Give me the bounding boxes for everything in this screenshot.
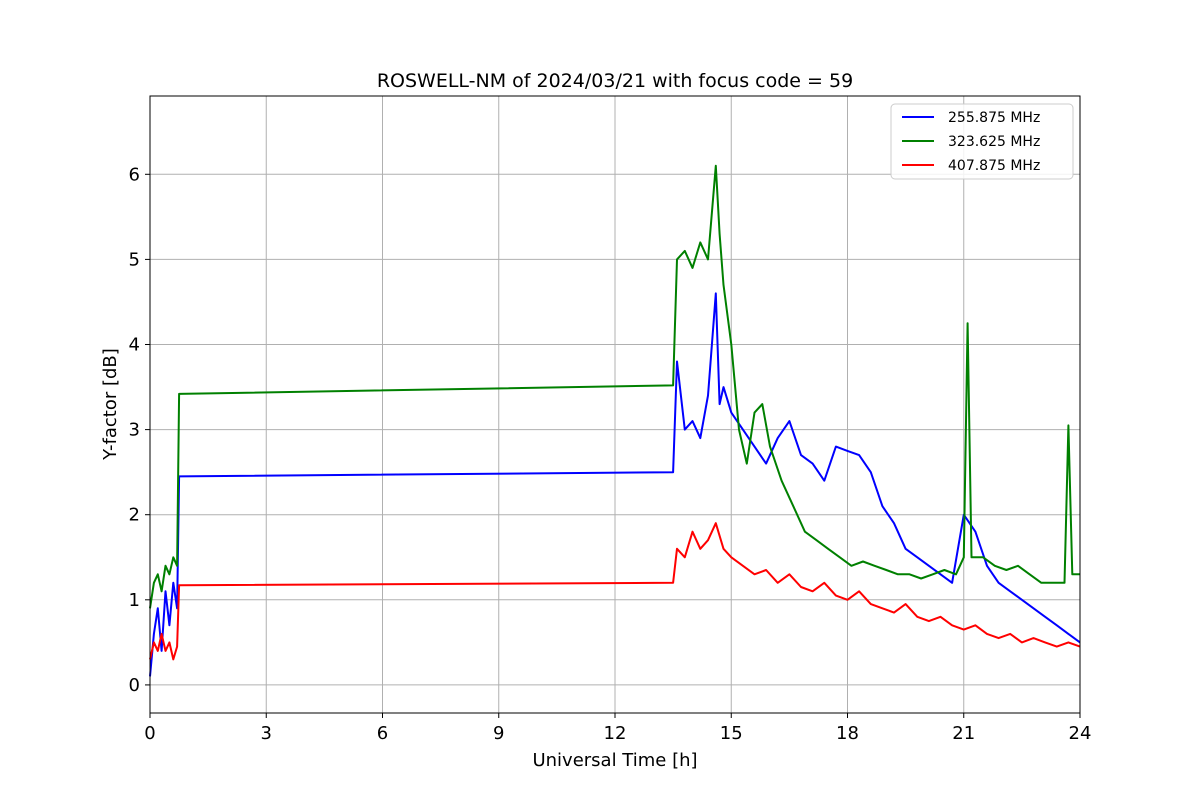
x-axis-label: Universal Time [h] (532, 750, 697, 771)
legend: 255.875 MHz 323.625 MHz 407.875 MHz (890, 103, 1074, 180)
x-tick-label: 3 (261, 723, 272, 744)
x-tick-label: 0 (144, 723, 155, 744)
y-tick-label: 4 (129, 335, 140, 356)
y-tick-label: 5 (129, 249, 140, 270)
x-tick-label: 21 (952, 723, 975, 744)
y-tick-label: 1 (129, 590, 140, 611)
x-tick-label: 6 (377, 723, 388, 744)
series-lines (149, 164, 1081, 677)
y-tick-label: 6 (129, 164, 140, 185)
y-tick-label: 0 (129, 675, 140, 696)
legend-label-323: 323.625 MHz (948, 134, 1040, 150)
y-tick-label: 3 (129, 420, 140, 441)
plot-area (149, 95, 1081, 714)
y-axis-label: Y-factor [dB] (100, 348, 121, 461)
x-tick-label: 15 (720, 723, 743, 744)
chart-title: ROSWELL-NM of 2024/03/21 with focus code… (377, 70, 853, 92)
legend-box (890, 103, 1074, 180)
x-tick-label: 12 (604, 723, 627, 744)
series-line-323-625-mhz (149, 164, 1080, 609)
series-line-407-875-mhz (149, 522, 1081, 661)
x-tick-label: 9 (493, 723, 504, 744)
legend-label-255: 255.875 MHz (948, 110, 1040, 126)
x-tick-label: 18 (836, 723, 859, 744)
legend-label-407: 407.875 MHz (948, 158, 1040, 174)
y-tick-label: 2 (129, 505, 140, 526)
x-tick-label: 24 (1069, 723, 1092, 744)
